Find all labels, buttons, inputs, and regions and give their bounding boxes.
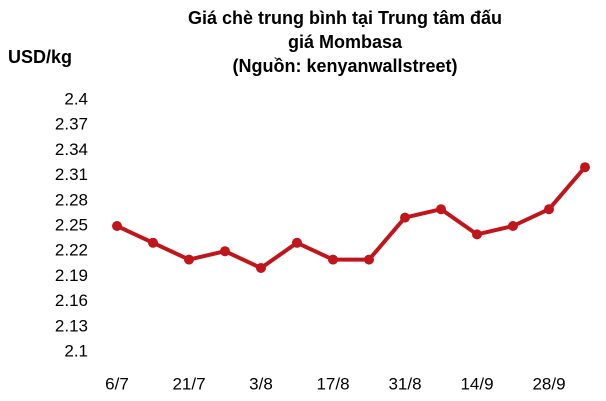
y-tick-label: 2.37 [55,115,88,134]
x-tick-label: 3/8 [249,374,273,393]
x-tick-label: 31/8 [388,374,421,393]
chart-title: Giá chè trung bình tại Trung tâm đấu [188,8,502,28]
marker [328,254,338,265]
y-axis-label: USD/kg [8,47,72,67]
y-tick-label: 2.19 [55,266,88,285]
y-tick-label: 2.13 [55,316,88,335]
marker [436,204,446,215]
marker [148,237,158,248]
x-tick-label: 21/7 [172,374,205,393]
y-tick-label: 2.22 [55,241,88,260]
y-tick-label: 2.4 [64,89,88,108]
y-tick-label: 2.25 [55,215,88,234]
marker [472,229,482,240]
marker [508,221,518,231]
y-tick-label: 2.16 [55,291,88,310]
marker [292,237,302,248]
x-tick-label: 6/7 [105,374,129,393]
marker [400,212,410,223]
y-tick-label: 2.31 [55,165,88,184]
marker [256,263,266,273]
x-tick-label: 17/8 [316,374,349,393]
y-tick-label: 2.34 [55,140,88,159]
chart-title: giá Mombasa [288,32,403,52]
line [116,165,587,270]
marker [184,254,194,265]
marker [544,204,554,215]
y-tick-label: 2.28 [55,190,88,209]
marker [580,162,590,173]
x-tick-label: 14/9 [460,374,493,393]
marker [112,221,122,231]
marker [220,246,230,257]
x-tick-label: 28/9 [532,374,565,393]
marker [364,254,374,265]
y-tick-label: 2.1 [64,341,88,360]
chart-title: (Nguồn: kenyanwallstreet) [232,56,457,76]
